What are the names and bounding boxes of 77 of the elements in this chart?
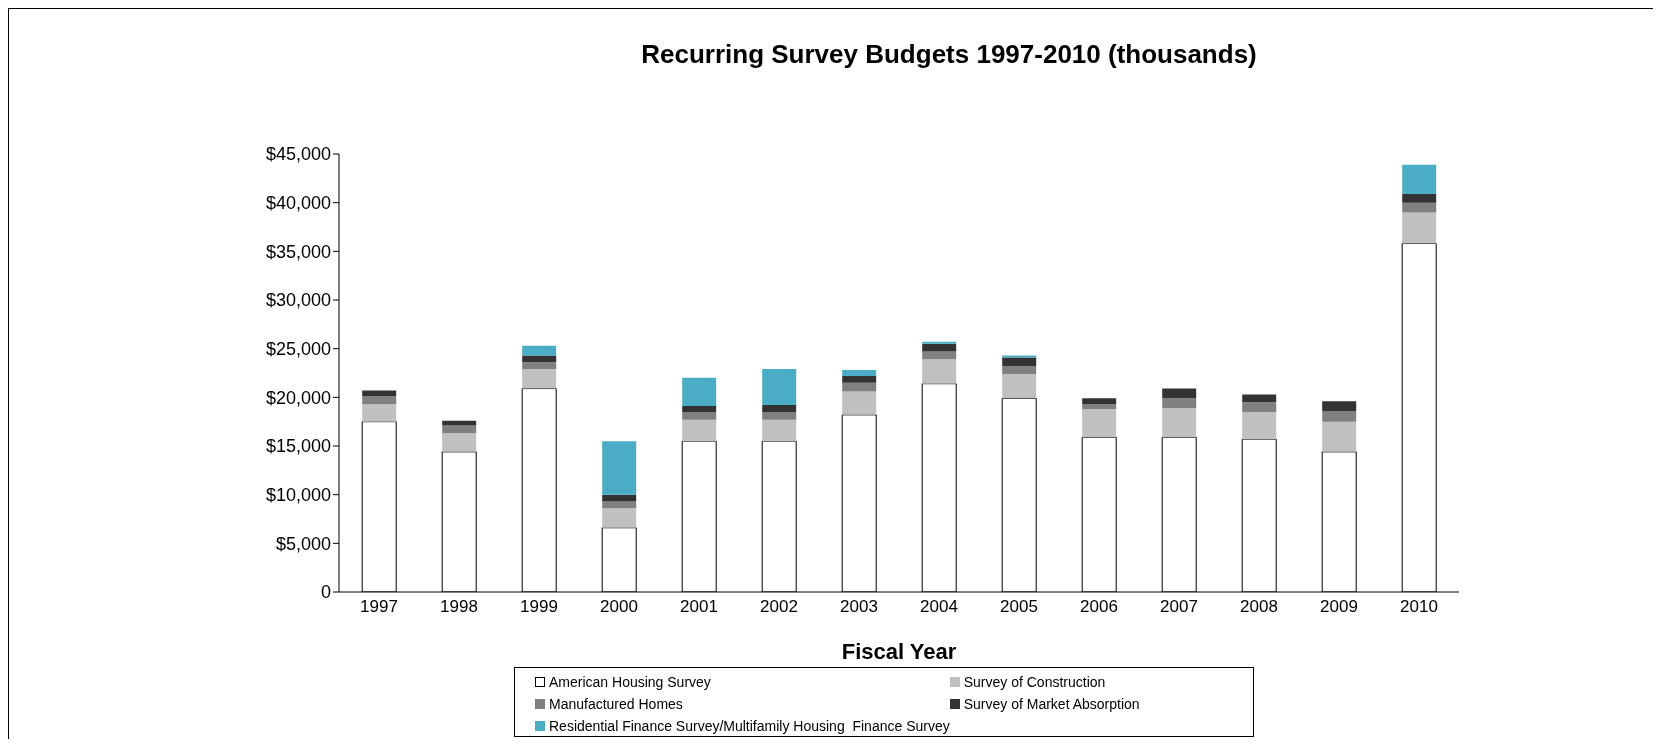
y-tick-label: $25,000 <box>265 339 331 360</box>
bar <box>1402 212 1437 244</box>
x-tick-label: 1998 <box>440 597 478 617</box>
bar <box>442 425 477 434</box>
x-tick-label: 2003 <box>840 597 878 617</box>
bar <box>682 377 717 407</box>
x-tick-label: 2010 <box>1400 597 1438 617</box>
y-tick-label: $15,000 <box>265 436 331 457</box>
legend-label: Residential Finance Survey/Multifamily Housing Finance Survey <box>549 718 950 734</box>
bar <box>682 419 717 442</box>
bar <box>842 370 877 376</box>
bar <box>442 420 477 426</box>
y-tick-label: 0 <box>320 582 331 603</box>
bar <box>922 351 957 360</box>
bar <box>602 501 637 509</box>
bar <box>762 369 797 406</box>
bar <box>922 343 957 352</box>
x-tick-label: 2007 <box>1160 597 1198 617</box>
bar <box>1242 411 1277 440</box>
bar <box>522 362 557 370</box>
y-tick-label: $35,000 <box>265 241 331 262</box>
bar <box>602 508 637 528</box>
bar <box>1322 421 1357 452</box>
y-tick-label: $10,000 <box>265 485 331 506</box>
x-tick-label: 2000 <box>600 597 638 617</box>
y-tick-label: $40,000 <box>265 193 331 214</box>
bar <box>1402 202 1437 213</box>
y-tick-label: $30,000 <box>265 290 331 311</box>
bar <box>1082 404 1117 410</box>
bar <box>682 406 717 412</box>
bar <box>922 359 957 384</box>
legend-label: Survey of Market Absorption <box>963 696 1140 712</box>
x-tick-label: 2002 <box>760 597 798 617</box>
x-tick-label: 1997 <box>360 597 398 617</box>
bar <box>842 391 877 415</box>
x-tick-label: 2004 <box>920 597 958 617</box>
bar <box>362 396 397 405</box>
x-tick-label: 2008 <box>1240 597 1278 617</box>
bar <box>1402 193 1437 203</box>
x-tick-label: 2001 <box>680 597 718 617</box>
bar <box>842 382 877 392</box>
bar <box>1082 409 1117 438</box>
x-tick-label: 2005 <box>1000 597 1038 617</box>
bar <box>522 355 557 363</box>
bar <box>682 411 717 420</box>
bar <box>1082 398 1117 405</box>
chart-title: Recurring Survey Budgets 1997-2010 (thousands) <box>640 39 1258 70</box>
y-tick-label: $5,000 <box>275 533 331 554</box>
bar <box>1162 408 1197 438</box>
legend-label: Manufactured Homes <box>549 696 683 712</box>
x-tick-label: 2006 <box>1080 597 1118 617</box>
bar <box>1242 394 1277 403</box>
x-tick-label: 1999 <box>520 597 558 617</box>
bar <box>1322 410 1357 422</box>
bar <box>842 375 877 383</box>
bar <box>522 345 557 356</box>
legend-label: American Housing Survey <box>549 674 711 690</box>
bar <box>762 411 797 420</box>
bar <box>442 433 477 452</box>
bar <box>1242 402 1277 412</box>
y-tick-label: $45,000 <box>265 144 331 165</box>
bar <box>1002 357 1037 367</box>
bar <box>1402 164 1437 194</box>
bar <box>762 419 797 442</box>
x-axis-title: Fiscal Year <box>841 639 957 664</box>
bar <box>1002 366 1037 374</box>
bar <box>362 404 397 422</box>
y-tick-label: $20,000 <box>265 387 331 408</box>
bar <box>762 405 797 412</box>
legend-label: Survey of Construction <box>963 674 1106 690</box>
bar <box>1002 373 1037 399</box>
x-tick-label: 2009 <box>1320 597 1358 617</box>
bar <box>522 369 557 389</box>
bar <box>1162 388 1197 399</box>
bar <box>602 441 637 495</box>
bar <box>1162 398 1197 409</box>
bar <box>1322 401 1357 411</box>
